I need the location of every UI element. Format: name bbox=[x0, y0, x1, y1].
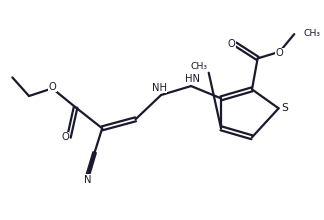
Text: HN: HN bbox=[185, 74, 200, 84]
Text: N: N bbox=[84, 175, 92, 185]
Text: O: O bbox=[276, 48, 284, 59]
Text: S: S bbox=[281, 103, 288, 113]
Text: NH: NH bbox=[152, 83, 167, 93]
Text: CH₃: CH₃ bbox=[304, 29, 320, 38]
Text: O: O bbox=[61, 132, 69, 142]
Text: O: O bbox=[227, 39, 235, 49]
Text: CH₃: CH₃ bbox=[191, 62, 208, 71]
Text: O: O bbox=[48, 82, 56, 92]
